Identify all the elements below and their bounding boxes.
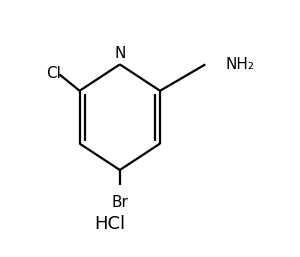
Text: HCl: HCl bbox=[94, 215, 125, 233]
Text: NH₂: NH₂ bbox=[225, 57, 254, 72]
Text: N: N bbox=[114, 45, 125, 61]
Text: Br: Br bbox=[111, 195, 128, 210]
Text: Cl: Cl bbox=[46, 66, 61, 81]
